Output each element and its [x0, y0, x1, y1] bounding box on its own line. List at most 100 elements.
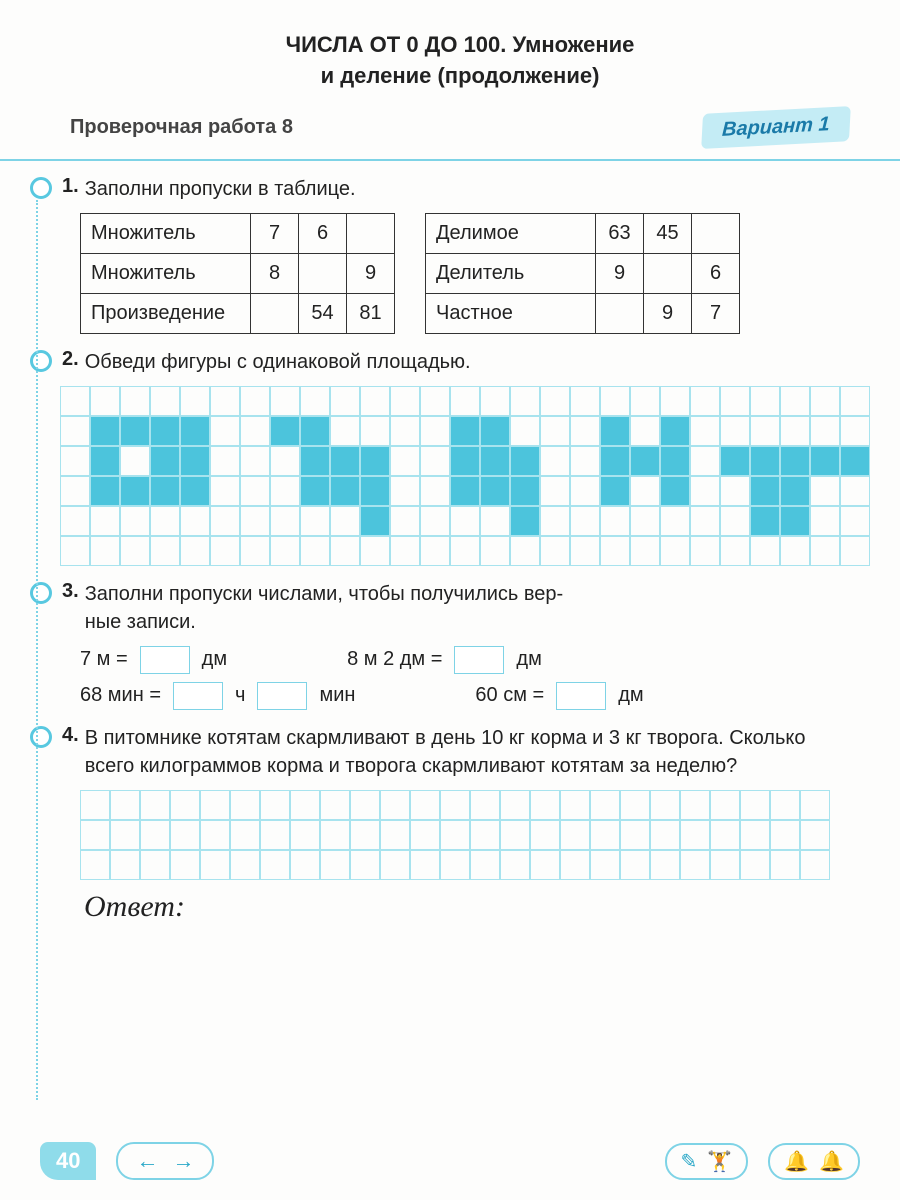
grid-cell [60, 536, 90, 566]
grid-cell [90, 446, 120, 476]
grid-cell [570, 386, 600, 416]
shapes-panel [60, 386, 860, 566]
table-row: Множитель89 [81, 253, 395, 293]
grid-cell [300, 476, 330, 506]
grid-cell [740, 790, 770, 820]
grid-cell [810, 476, 840, 506]
shapes-grid[interactable] [60, 386, 860, 566]
grid-cell [510, 476, 540, 506]
grid-cell [780, 416, 810, 446]
grid-cell [270, 536, 300, 566]
fill-box[interactable] [454, 646, 504, 674]
grid-cell [570, 416, 600, 446]
task-text: Заполни пропуски в таблице. [85, 175, 356, 203]
grid-cell [650, 820, 680, 850]
grid-cell [600, 506, 630, 536]
grid-cell [440, 850, 470, 880]
grid-cell [320, 820, 350, 850]
fill-box[interactable] [556, 682, 606, 710]
task-1: 1. Заполни пропуски в таблице. [70, 175, 850, 203]
fill-box[interactable] [140, 646, 190, 674]
grid-cell [450, 416, 480, 446]
grid-cell [450, 536, 480, 566]
grid-cell [90, 506, 120, 536]
grid-cell [540, 536, 570, 566]
grid-cell [300, 536, 330, 566]
task-connector-line [36, 200, 38, 1100]
grid-cell [260, 820, 290, 850]
grid-cell [150, 446, 180, 476]
grid-cell [360, 446, 390, 476]
grid-cell [630, 506, 660, 536]
grid-cell [570, 446, 600, 476]
answer-work-grid[interactable] [80, 790, 850, 880]
grid-cell [420, 446, 450, 476]
grid-cell [410, 790, 440, 820]
grid-cell [210, 536, 240, 566]
fill-box[interactable] [257, 682, 307, 710]
grid-cell [240, 506, 270, 536]
arrow-right-icon[interactable]: → [172, 1148, 194, 1174]
grid-cell [780, 536, 810, 566]
grid-cell [710, 790, 740, 820]
title-line-2: и деление (продолжение) [70, 61, 850, 92]
grid-cell [330, 386, 360, 416]
grid-cell [320, 790, 350, 820]
nav-arrows[interactable]: ← → [116, 1142, 214, 1180]
grid-cell [270, 446, 300, 476]
grid-cell [560, 790, 590, 820]
equations-row-2: 68 мин =чмин 60 см =дм [80, 682, 850, 710]
grid-cell [630, 536, 660, 566]
grid-cell [690, 506, 720, 536]
grid-cell [800, 850, 830, 880]
equation: 60 см =дм [475, 682, 643, 710]
grid-cell [210, 416, 240, 446]
grid-cell [440, 820, 470, 850]
grid-cell [270, 506, 300, 536]
fill-box[interactable] [173, 682, 223, 710]
grid-cell [780, 446, 810, 476]
grid-cell [480, 446, 510, 476]
grid-cell [540, 386, 570, 416]
grid-cell [150, 416, 180, 446]
grid-cell [360, 536, 390, 566]
arrow-left-icon[interactable]: ← [136, 1148, 158, 1174]
grid-cell [680, 850, 710, 880]
grid-cell [750, 386, 780, 416]
table-row: Произведение5481 [81, 293, 395, 333]
page-footer: 40 ← → ✎ 🏋 🔔 🔔 [0, 1142, 900, 1180]
grid-cell [60, 476, 90, 506]
grid-cell [840, 506, 870, 536]
grid-cell [350, 820, 380, 850]
grid-cell [470, 850, 500, 880]
grid-cell [590, 850, 620, 880]
grid-cell [420, 536, 450, 566]
grid-cell [390, 476, 420, 506]
grid-cell [660, 506, 690, 536]
grid-cell [660, 386, 690, 416]
grid-cell [290, 790, 320, 820]
grid-cell [620, 850, 650, 880]
grid-cell [150, 476, 180, 506]
grid-cell [410, 850, 440, 880]
grid-cell [500, 820, 530, 850]
grid-cell [810, 536, 840, 566]
grid-cell [720, 416, 750, 446]
grid-cell [240, 446, 270, 476]
grid-cell [240, 536, 270, 566]
page-title: ЧИСЛА ОТ 0 ДО 100. Умножение и деление (… [70, 30, 850, 92]
grid-cell [120, 506, 150, 536]
grid-cell [720, 446, 750, 476]
grid-cell [80, 850, 110, 880]
grid-cell [840, 446, 870, 476]
grid-cell [510, 446, 540, 476]
task-3: 3. Заполни пропуски числами, чтобы получ… [70, 580, 850, 636]
grid-cell [360, 416, 390, 446]
grid-cell [60, 386, 90, 416]
grid-cell [660, 416, 690, 446]
grid-cell [90, 416, 120, 446]
grid-cell [620, 820, 650, 850]
grid-cell [750, 446, 780, 476]
grid-cell [320, 850, 350, 880]
grid-cell [380, 790, 410, 820]
